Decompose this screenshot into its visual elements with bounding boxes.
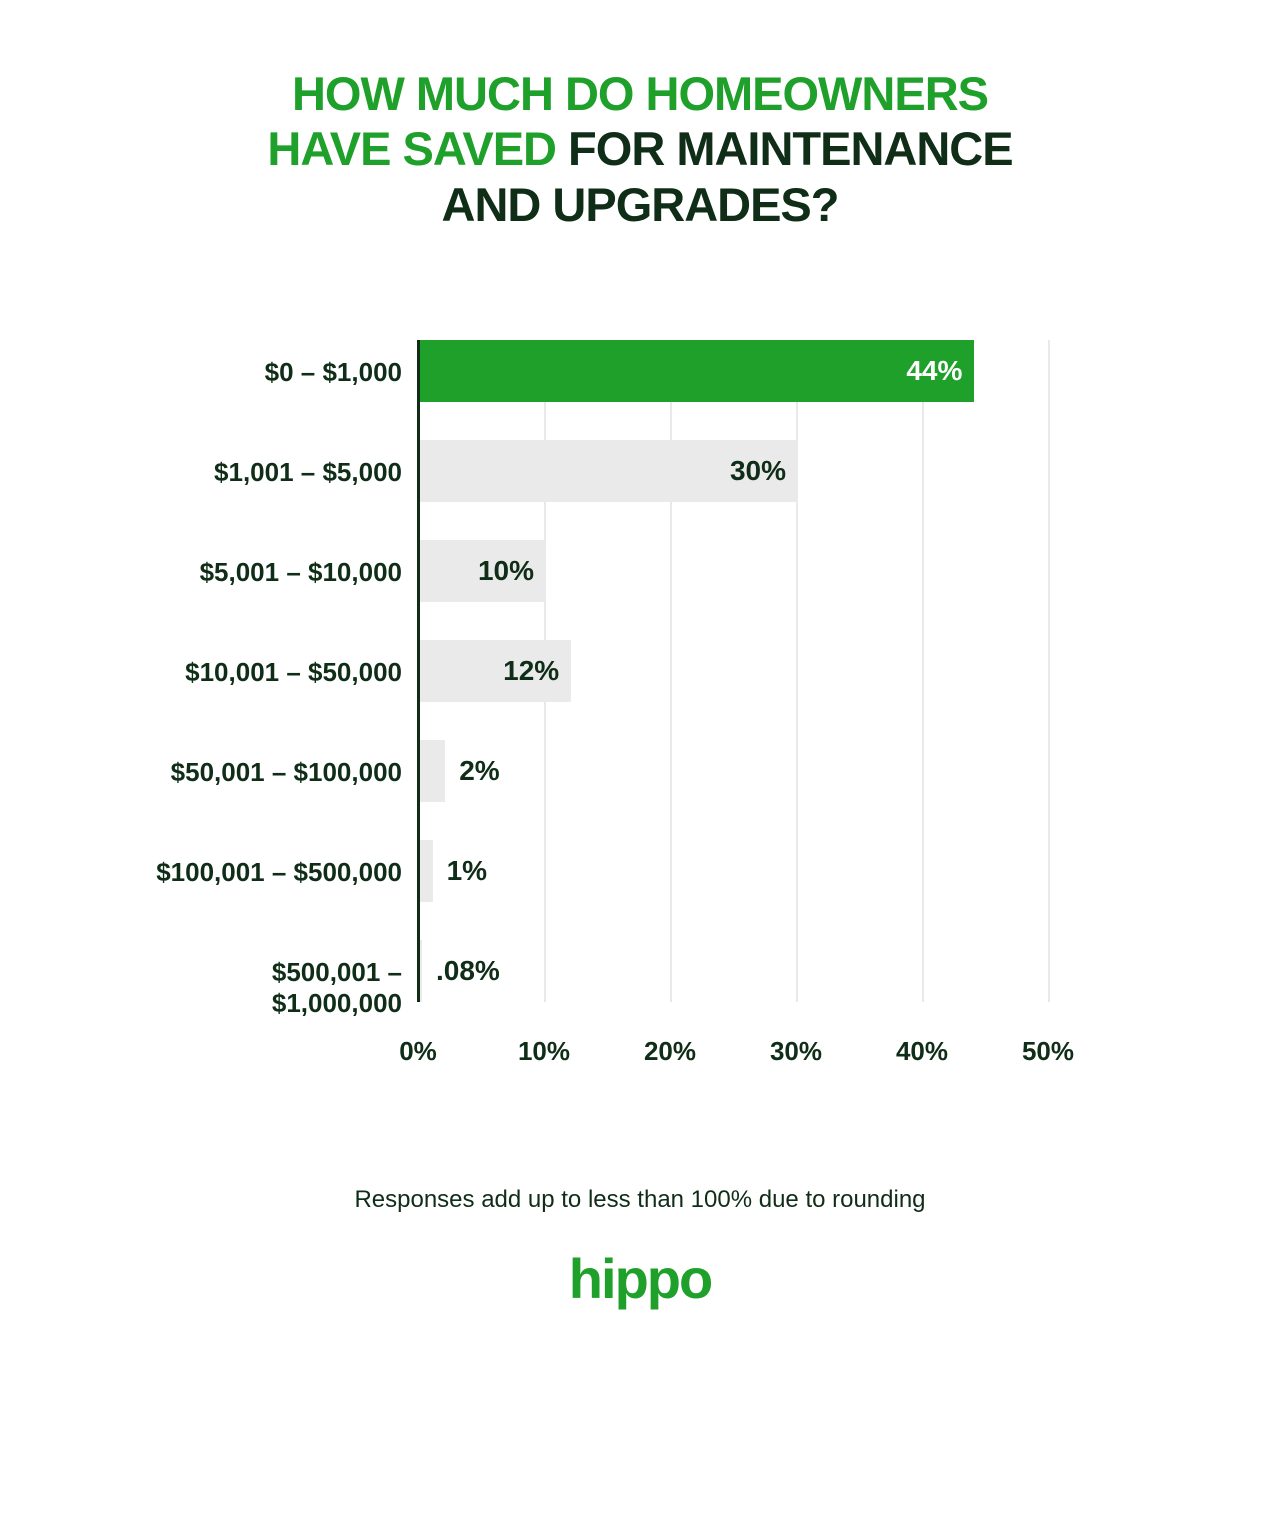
chart-title: HOW MUCH DO HOMEOWNERSHAVE SAVED FOR MAI… [150,66,1130,232]
brand-logo: hippo [150,1246,1130,1311]
category-label: $1,001 – $5,000 [214,457,402,488]
bar-value: 10% [478,555,534,587]
bar: 44% [420,340,974,402]
chart-footnote: Responses add up to less than 100% due t… [150,1186,1130,1214]
chart-row: $0 – $1,000 44% [150,340,1130,402]
category-label: $5,001 – $10,000 [200,557,402,588]
x-tick-label: 10% [518,1036,570,1067]
chart-row: $5,001 – $10,000 10% [150,540,1130,602]
x-tick-label: 20% [644,1036,696,1067]
bar-value: 30% [730,455,786,487]
bar [420,740,445,802]
x-tick-label: 0% [399,1036,437,1067]
title-line1: HOW MUCH DO HOMEOWNERS [292,67,988,120]
bar-value: 44% [906,355,962,387]
chart-row: $500,001 – $1,000,000.08% [150,940,1130,1002]
bar [420,940,422,1002]
bar-value: 1% [447,855,487,887]
bar-value: .08% [436,955,500,987]
bar: 10% [420,540,546,602]
x-tick-label: 30% [770,1036,822,1067]
category-label: $50,001 – $100,000 [171,757,402,788]
bar [420,840,433,902]
infographic-card: HOW MUCH DO HOMEOWNERSHAVE SAVED FOR MAI… [150,66,1130,1346]
bar-value: 2% [459,755,499,787]
chart-row: $100,001 – $500,000 1% [150,840,1130,902]
x-tick-label: 40% [896,1036,948,1067]
title-line2a: HAVE SAVED [267,122,568,175]
bar-chart: 0% 10% 20% 30% 40% 50% $0 – $1,000 44% $1,001 – … [150,340,1130,1100]
category-label: $10,001 – $50,000 [185,657,402,688]
bar-value: 12% [503,655,559,687]
title-line3: AND UPGRADES? [442,178,839,231]
category-label: $100,001 – $500,000 [156,857,402,888]
bar: 12% [420,640,571,702]
bar: 30% [420,440,798,502]
chart-row: $50,001 – $100,000 2% [150,740,1130,802]
category-label: $500,001 – $1,000,000 [150,957,402,1019]
chart-row: $10,001 – $50,000 12% [150,640,1130,702]
x-tick-label: 50% [1022,1036,1074,1067]
category-label: $0 – $1,000 [265,357,402,388]
chart-row: $1,001 – $5,000 30% [150,440,1130,502]
title-line2b: FOR MAINTENANCE [568,122,1013,175]
